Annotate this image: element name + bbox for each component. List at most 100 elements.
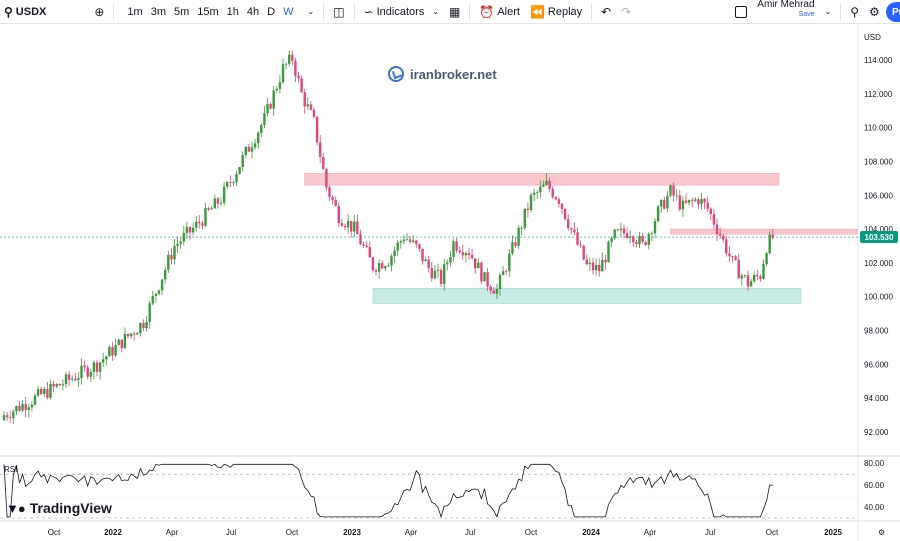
candle-body[interactable] bbox=[511, 242, 514, 254]
interval-1h[interactable]: 1h bbox=[226, 5, 239, 18]
candle-body[interactable] bbox=[625, 233, 629, 238]
candle-body[interactable] bbox=[133, 333, 136, 335]
candle-body[interactable] bbox=[334, 200, 337, 206]
candle-body[interactable] bbox=[396, 242, 399, 251]
candle-body[interactable] bbox=[123, 333, 127, 349]
candle-body[interactable] bbox=[83, 365, 86, 368]
candle-body[interactable] bbox=[269, 103, 272, 109]
zone-resistance[interactable] bbox=[670, 228, 858, 235]
candle-body[interactable] bbox=[656, 206, 660, 222]
candle-body[interactable] bbox=[405, 239, 409, 241]
candle-body[interactable] bbox=[771, 234, 774, 238]
candle-body[interactable] bbox=[418, 244, 421, 249]
redo-button[interactable]: ↷ bbox=[616, 0, 636, 24]
candle-body[interactable] bbox=[446, 262, 449, 265]
candle-body[interactable] bbox=[505, 271, 508, 273]
candle-body[interactable] bbox=[529, 194, 533, 210]
interval-d[interactable]: D bbox=[267, 5, 276, 18]
candle-body[interactable] bbox=[222, 186, 226, 203]
candle-body[interactable] bbox=[718, 233, 722, 236]
candle-body[interactable] bbox=[706, 202, 709, 209]
candle-body[interactable] bbox=[734, 256, 737, 260]
candle-body[interactable] bbox=[557, 199, 561, 204]
candle-body[interactable] bbox=[591, 262, 595, 271]
candle-body[interactable] bbox=[381, 263, 384, 269]
candle-body[interactable] bbox=[43, 388, 46, 395]
candle-body[interactable] bbox=[560, 203, 564, 209]
candle-body[interactable] bbox=[306, 104, 309, 107]
candle-body[interactable] bbox=[768, 234, 771, 254]
candle-body[interactable] bbox=[430, 268, 433, 279]
candle-body[interactable] bbox=[399, 241, 402, 243]
candle-body[interactable] bbox=[350, 221, 353, 232]
settings-button[interactable]: ⚙ bbox=[864, 0, 885, 24]
candle-body[interactable] bbox=[548, 180, 551, 189]
candle-body[interactable] bbox=[477, 262, 480, 269]
candle-body[interactable] bbox=[154, 293, 158, 296]
candle-body[interactable] bbox=[15, 405, 18, 412]
candle-body[interactable] bbox=[337, 205, 340, 224]
candle-body[interactable] bbox=[532, 192, 536, 195]
candle-body[interactable] bbox=[185, 226, 189, 233]
candle-body[interactable] bbox=[412, 240, 415, 242]
candle-body[interactable] bbox=[145, 321, 148, 329]
candle-body[interactable] bbox=[182, 232, 185, 242]
candle-body[interactable] bbox=[260, 124, 263, 133]
candle-body[interactable] bbox=[641, 236, 644, 242]
candle-body[interactable] bbox=[49, 383, 52, 398]
candle-body[interactable] bbox=[570, 228, 573, 230]
candle-body[interactable] bbox=[669, 185, 672, 196]
candle-body[interactable] bbox=[697, 199, 700, 205]
candle-body[interactable] bbox=[343, 225, 347, 228]
candle-body[interactable] bbox=[247, 146, 251, 152]
candle-body[interactable] bbox=[325, 169, 328, 188]
candle-body[interactable] bbox=[374, 270, 378, 272]
candle-body[interactable] bbox=[2, 415, 6, 421]
candle-body[interactable] bbox=[235, 173, 238, 183]
candle-body[interactable] bbox=[281, 64, 285, 83]
candle-body[interactable] bbox=[737, 259, 740, 279]
candle-body[interactable] bbox=[213, 198, 216, 209]
candle-body[interactable] bbox=[545, 180, 548, 185]
candle-body[interactable] bbox=[579, 244, 582, 246]
candle-body[interactable] bbox=[691, 199, 694, 201]
candle-body[interactable] bbox=[588, 262, 592, 265]
candle-body[interactable] bbox=[467, 253, 471, 256]
candle-body[interactable] bbox=[517, 227, 520, 246]
candle-body[interactable] bbox=[353, 221, 356, 232]
interval-dropdown[interactable]: ⌄ bbox=[303, 0, 320, 24]
candle-body[interactable] bbox=[464, 253, 468, 256]
candle-body[interactable] bbox=[635, 242, 638, 245]
candle-body[interactable] bbox=[170, 255, 173, 260]
candle-body[interactable] bbox=[632, 236, 635, 243]
candle-body[interactable] bbox=[421, 248, 424, 262]
candle-body[interactable] bbox=[77, 378, 80, 381]
candle-body[interactable] bbox=[80, 365, 83, 379]
candle-body[interactable] bbox=[501, 271, 505, 276]
axis-settings-icon[interactable]: ⚙ bbox=[878, 528, 885, 537]
candle-body[interactable] bbox=[204, 208, 207, 226]
candle-body[interactable] bbox=[36, 389, 40, 396]
candle-body[interactable] bbox=[508, 253, 511, 272]
candle-body[interactable] bbox=[598, 264, 601, 272]
candle-body[interactable] bbox=[33, 395, 37, 405]
candle-body[interactable] bbox=[284, 63, 288, 65]
candle-body[interactable] bbox=[201, 223, 204, 226]
layouts-button[interactable]: ▦ bbox=[444, 0, 465, 24]
candle-body[interactable] bbox=[89, 372, 92, 377]
candle-body[interactable] bbox=[687, 199, 691, 203]
candle-body[interactable] bbox=[52, 383, 55, 387]
candle-body[interactable] bbox=[663, 199, 666, 209]
candle-body[interactable] bbox=[712, 214, 716, 225]
candle-body[interactable] bbox=[108, 347, 111, 357]
candle-body[interactable] bbox=[263, 113, 266, 125]
candle-body[interactable] bbox=[681, 200, 685, 210]
candle-body[interactable] bbox=[219, 202, 223, 204]
candle-body[interactable] bbox=[95, 362, 99, 372]
interval-1m[interactable]: 1m bbox=[127, 5, 143, 18]
interval-4h[interactable]: 4h bbox=[246, 5, 260, 18]
candle-body[interactable] bbox=[9, 417, 12, 419]
candle-body[interactable] bbox=[315, 116, 319, 143]
candle-body[interactable] bbox=[629, 236, 632, 238]
candle-body[interactable] bbox=[756, 274, 759, 277]
